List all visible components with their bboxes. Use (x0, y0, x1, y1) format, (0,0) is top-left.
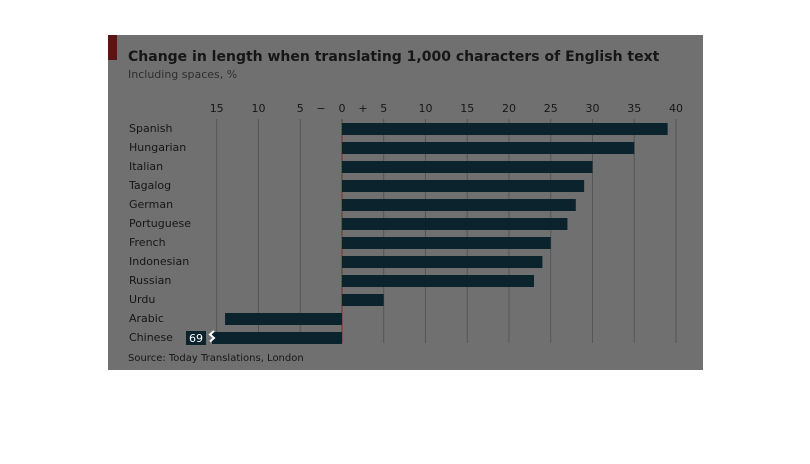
x-tick-label: 15 (210, 102, 224, 115)
bar (341, 294, 384, 306)
bar (341, 275, 535, 287)
x-tick-label: 40 (669, 102, 683, 115)
category-label: Chinese (129, 331, 173, 344)
x-tick-label: 5 (297, 102, 304, 115)
bar (341, 142, 635, 154)
chart-subtitle: Including spaces, % (128, 68, 237, 81)
bar (341, 161, 593, 173)
axis-break (208, 330, 216, 343)
x-tick-label: 0 (338, 102, 345, 115)
x-tick-label: 35 (627, 102, 641, 115)
bar (341, 180, 585, 192)
category-label: Hungarian (129, 141, 186, 154)
bar (212, 332, 342, 344)
bar (341, 237, 551, 249)
category-label: Tagalog (128, 179, 171, 192)
chart-title: Change in length when translating 1,000 … (128, 49, 660, 65)
category-label: Spanish (129, 122, 172, 135)
x-tick-label: 5 (380, 102, 387, 115)
x-tick-label: 15 (460, 102, 474, 115)
x-tick-label: 30 (585, 102, 599, 115)
bar (225, 313, 342, 325)
value-label: 69 (189, 332, 203, 345)
bar (341, 123, 668, 135)
plot-area (212, 123, 668, 344)
category-label: Indonesian (129, 255, 189, 268)
category-label: Portuguese (129, 217, 191, 230)
bar (341, 199, 576, 211)
category-label: Urdu (129, 293, 155, 306)
x-tick-label: 10 (418, 102, 432, 115)
x-tick-label: 25 (544, 102, 558, 115)
axis-sign: + (358, 102, 367, 115)
category-label: French (129, 236, 166, 249)
category-label: Arabic (129, 312, 164, 325)
x-tick-label: 20 (502, 102, 516, 115)
x-tick-label: 10 (251, 102, 265, 115)
category-label: Russian (129, 274, 171, 287)
brand-tag (108, 35, 117, 60)
category-label: German (129, 198, 173, 211)
bar (341, 256, 543, 268)
source: Source: Today Translations, London (128, 353, 304, 364)
axis-sign: − (316, 102, 325, 115)
category-label: Italian (129, 160, 163, 173)
value-label-box (186, 331, 206, 345)
bar (341, 218, 568, 230)
